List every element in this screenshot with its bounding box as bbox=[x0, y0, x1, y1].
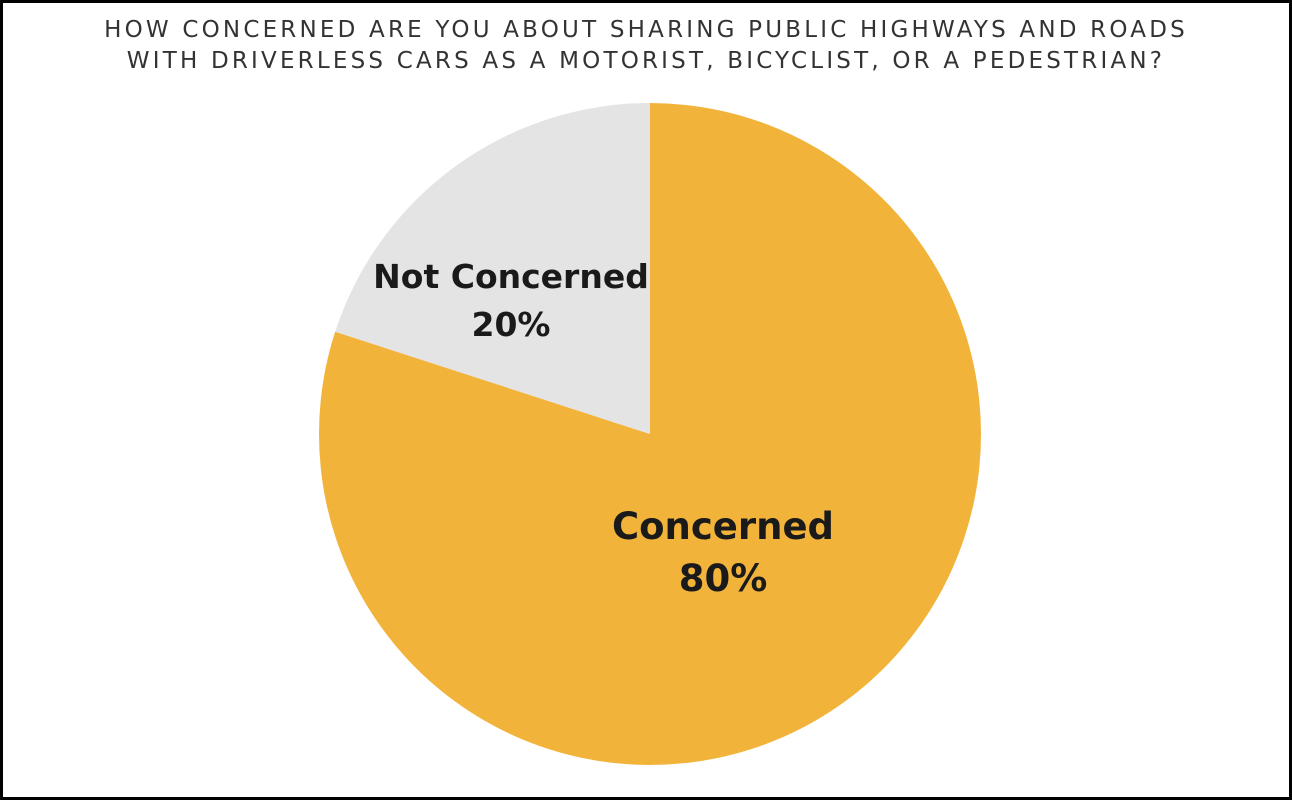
title-line-1: How concerned are you about sharing publ… bbox=[104, 17, 1188, 43]
slice-label-not-concerned: Not Concerned bbox=[373, 257, 649, 296]
value-label-concerned: 80% bbox=[679, 557, 768, 600]
title-line-2: with driverless cars as a motorist, bicy… bbox=[126, 48, 1166, 74]
value-label-not-concerned: 20% bbox=[472, 305, 551, 344]
pie-slice-not-concerned bbox=[335, 103, 650, 434]
slice-label-concerned: Concerned bbox=[612, 505, 834, 548]
pie-chart: Concerned 80% Not Concerned 20% bbox=[319, 103, 981, 765]
chart-title: How concerned are you about sharing publ… bbox=[3, 15, 1289, 77]
